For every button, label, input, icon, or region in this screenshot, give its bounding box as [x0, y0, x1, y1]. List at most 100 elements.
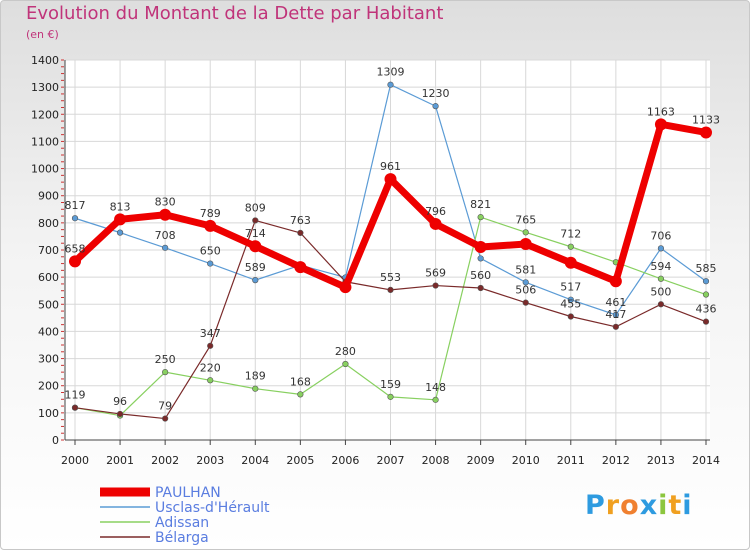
data-point-adissan — [522, 229, 529, 236]
x-tick-label: 2010 — [512, 454, 540, 467]
data-point-usclas-d-h-rault — [71, 215, 79, 222]
data-point-adissan — [657, 275, 665, 282]
data-label-b-larga: 119 — [65, 389, 86, 402]
data-point-usclas-d-h-rault — [162, 244, 169, 251]
chart-title: Evolution du Montant de la Dette par Hab… — [26, 3, 444, 24]
data-point-usclas-d-h-rault — [207, 260, 214, 267]
data-point-paulhan — [294, 261, 307, 274]
data-label-paulhan: 658 — [65, 242, 86, 255]
y-tick-label: 600 — [38, 271, 59, 284]
data-point-b-larga — [522, 299, 529, 306]
data-point-paulhan — [204, 219, 217, 232]
data-point-usclas-d-h-rault — [252, 277, 259, 284]
data-label-usclas-d-h-rault: 585 — [696, 262, 717, 275]
data-label-paulhan: 830 — [155, 196, 176, 209]
data-label-usclas-d-h-rault: 650 — [200, 245, 221, 258]
data-point-adissan — [252, 385, 259, 392]
data-point-paulhan — [429, 217, 442, 230]
x-tick-label: 2000 — [61, 454, 89, 467]
data-label-usclas-d-h-rault: 1309 — [377, 66, 405, 79]
legend-label-usclas-d-h-rault: Usclas-d'Hérault — [155, 500, 270, 516]
data-label-b-larga: 506 — [515, 284, 536, 297]
y-tick-label: 900 — [38, 190, 59, 203]
data-label-b-larga: 553 — [380, 271, 401, 284]
data-label-usclas-d-h-rault: 589 — [245, 261, 266, 274]
x-tick-label: 2014 — [692, 454, 720, 467]
x-tick-label: 2007 — [377, 454, 405, 467]
data-label-usclas-d-h-rault: 517 — [560, 281, 581, 294]
x-tick-label: 2008 — [422, 454, 450, 467]
y-tick-label: 0 — [52, 434, 59, 447]
data-point-paulhan — [159, 208, 172, 221]
data-point-b-larga — [387, 286, 394, 294]
data-point-adissan — [702, 291, 710, 298]
data-label-b-larga: 79 — [158, 400, 172, 413]
data-point-usclas-d-h-rault — [522, 279, 529, 286]
y-tick-label: 800 — [38, 217, 59, 230]
data-point-adissan — [387, 393, 394, 400]
y-tick-label: 1000 — [31, 163, 59, 176]
y-tick-label: 1100 — [31, 135, 59, 148]
y-tick-label: 1200 — [31, 108, 59, 121]
data-point-b-larga — [657, 301, 665, 308]
data-label-b-larga: 809 — [245, 201, 266, 214]
data-label-paulhan: 1163 — [647, 105, 675, 118]
data-point-usclas-d-h-rault — [477, 255, 484, 262]
data-point-usclas-d-h-rault — [567, 296, 574, 303]
data-label-b-larga: 569 — [425, 267, 446, 280]
data-point-b-larga — [297, 229, 304, 236]
y-tick-label: 400 — [38, 325, 59, 338]
y-tick-label: 1400 — [31, 54, 59, 67]
chart-subtitle: (en €) — [26, 28, 59, 41]
data-point-paulhan — [474, 241, 487, 254]
legend-label-paulhan: PAULHAN — [155, 485, 221, 501]
data-label-paulhan: 961 — [380, 160, 401, 173]
data-label-adissan: 148 — [425, 381, 446, 394]
x-tick-label: 2001 — [106, 454, 134, 467]
data-point-b-larga — [252, 217, 259, 224]
data-label-adissan: 220 — [200, 361, 221, 374]
data-point-b-larga — [567, 313, 574, 320]
data-point-b-larga — [432, 282, 439, 289]
data-point-paulhan — [69, 255, 81, 268]
data-point-b-larga — [116, 410, 124, 418]
data-label-adissan: 821 — [470, 198, 491, 211]
x-tick-label: 2006 — [331, 454, 359, 467]
data-label-adissan: 594 — [650, 260, 671, 273]
data-label-usclas-d-h-rault: 817 — [65, 199, 86, 212]
data-point-b-larga — [162, 415, 169, 422]
x-tick-label: 2011 — [557, 454, 585, 467]
data-label-usclas-d-h-rault: 1230 — [422, 87, 450, 100]
y-tick-label: 500 — [38, 298, 59, 311]
data-point-adissan — [567, 243, 574, 250]
data-point-b-larga — [702, 318, 710, 325]
y-tick-label: 200 — [38, 380, 59, 393]
proxiti-logo: Proxiti — [585, 490, 693, 521]
data-point-paulhan — [700, 126, 712, 139]
data-label-paulhan: 789 — [200, 207, 221, 220]
data-label-paulhan: 813 — [110, 200, 131, 213]
data-point-b-larga — [71, 404, 79, 411]
data-label-paulhan: 1133 — [692, 113, 720, 126]
data-point-paulhan — [654, 118, 667, 131]
x-tick-label: 2003 — [196, 454, 224, 467]
legend-label-adissan: Adissan — [155, 515, 209, 531]
data-point-paulhan — [114, 213, 127, 226]
x-tick-label: 2013 — [647, 454, 675, 467]
data-point-usclas-d-h-rault — [657, 245, 665, 252]
data-point-usclas-d-h-rault — [612, 311, 619, 318]
data-label-paulhan: 796 — [425, 205, 446, 218]
data-label-adissan: 168 — [290, 375, 311, 388]
x-tick-label: 2012 — [602, 454, 630, 467]
y-tick-label: 300 — [38, 353, 59, 366]
data-point-paulhan — [564, 256, 577, 269]
data-point-adissan — [432, 396, 439, 403]
data-label-adissan: 159 — [380, 378, 401, 391]
data-point-b-larga — [612, 323, 619, 330]
data-point-adissan — [162, 369, 169, 376]
data-point-paulhan — [249, 240, 262, 253]
x-tick-label: 2004 — [241, 454, 269, 467]
data-label-adissan: 250 — [155, 353, 176, 366]
y-tick-label: 100 — [38, 407, 59, 420]
data-point-usclas-d-h-rault — [387, 81, 394, 88]
